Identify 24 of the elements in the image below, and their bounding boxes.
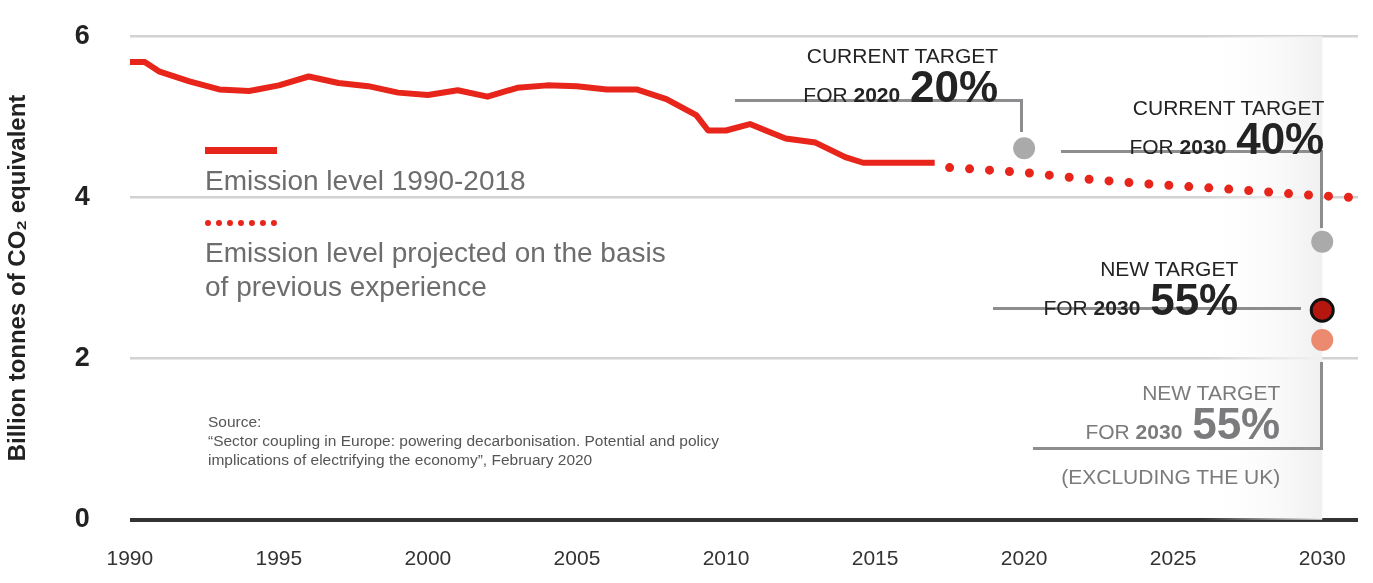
point [1311,329,1334,352]
x-tick-label: 2020 [1000,546,1048,570]
x-tick-label: 2030 [1298,546,1346,570]
legend-label: Emission level projected on the basis of previous experience [205,236,667,304]
x-tick-label: 2015 [851,546,899,570]
x-tick-label: 1990 [106,546,154,570]
x-tick-label: 2010 [702,546,750,570]
y-tick-label: 4 [74,180,90,211]
legend-label: Emission level 1990-2018 [205,164,527,198]
text: NEW TARGET FOR 2030 55% (EXCLUDING THE UK) [1061,381,1281,489]
y-tick-label: 0 [74,503,90,534]
x-tick-label: 2000 [404,546,452,570]
y-tick-label: 2 [74,342,90,373]
y-axis-title: Billion tonnes of CO₂ equivalent [3,94,31,462]
text: CURRENT TARGET FOR 2020 20% [803,44,999,112]
text: NEW TARGET FOR 2030 55% [1043,257,1239,325]
x-tick-label: 2025 [1149,546,1197,570]
point [1013,137,1036,160]
text: CURRENT TARGET FOR 2030 40% [1129,95,1325,163]
x-tick-label: 2005 [553,546,601,570]
point [1311,230,1334,253]
annotation: Source: “Sector coupling in Europe: powering decarbonisation. Potential and policy implications of electrifying the economy”, February 2020 [208,412,719,469]
x-tick-label: 1995 [255,546,303,570]
y-tick-label: 6 [74,19,90,50]
